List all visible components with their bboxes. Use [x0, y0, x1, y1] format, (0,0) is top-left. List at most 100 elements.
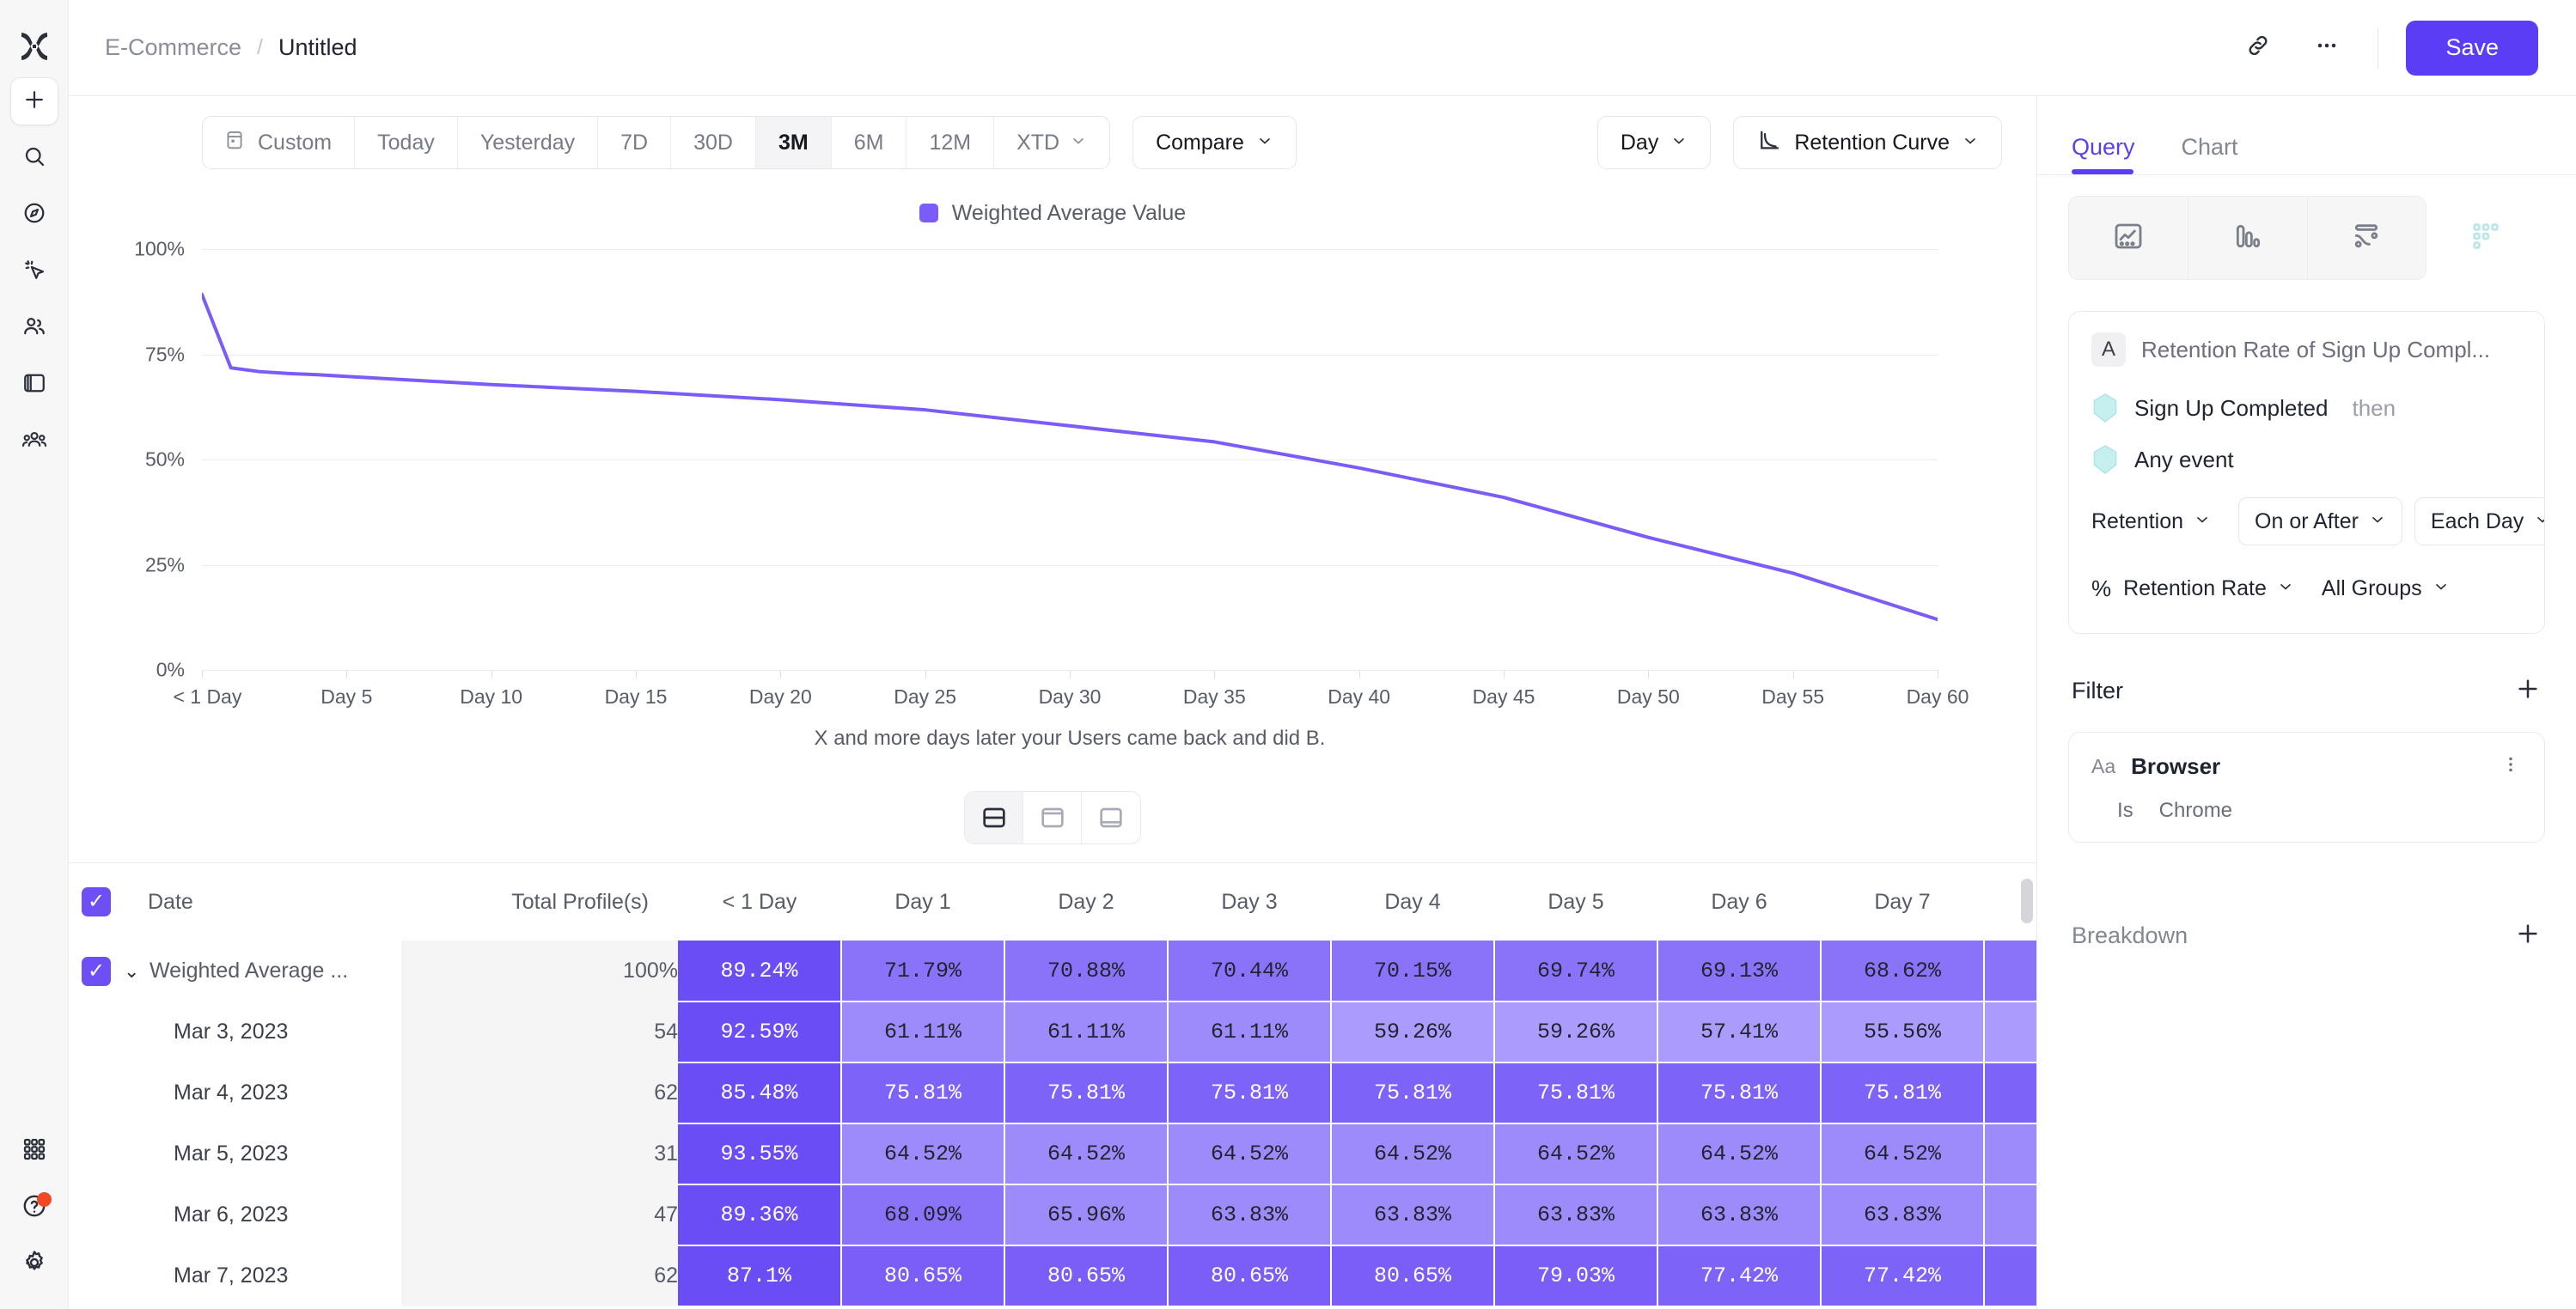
- range-xtd[interactable]: XTD: [994, 117, 1109, 168]
- kebab-icon[interactable]: [2500, 753, 2522, 780]
- cell-retention: 69.13%: [1657, 941, 1822, 1002]
- cell-retention: 75: [1984, 1245, 2036, 1307]
- x-axis-tick-mark: [636, 670, 637, 679]
- cell-retention: 89.36%: [678, 1184, 842, 1246]
- compare-button[interactable]: Compare: [1132, 116, 1297, 169]
- boards-button[interactable]: [10, 361, 58, 409]
- tab-query[interactable]: Query: [2072, 134, 2144, 174]
- chart-type-dropdown[interactable]: Retention Curve: [1733, 116, 2002, 169]
- apps-button[interactable]: [10, 1127, 58, 1175]
- range-12m[interactable]: 12M: [906, 117, 995, 168]
- page-title[interactable]: Untitled: [278, 34, 357, 60]
- calendar-icon: [223, 129, 246, 157]
- cell-retention: 70.44%: [1168, 941, 1332, 1002]
- granularity-dropdown[interactable]: Day: [1596, 116, 1712, 169]
- table-row[interactable]: Mar 5, 2023 31 93.55% 64.52% 64.52% 64.52% 64.…: [69, 1123, 2036, 1185]
- table-row[interactable]: Mar 6, 2023 47 89.36% 68.09% 65.96% 63.83% 63.…: [69, 1184, 2036, 1246]
- settings-button[interactable]: [10, 1240, 58, 1288]
- line-chart-button[interactable]: [2068, 196, 2188, 280]
- cell-retention: 64.52%: [1821, 1123, 1985, 1185]
- bar-chart-button[interactable]: [2187, 196, 2307, 280]
- row-select-cell: [69, 1184, 124, 1245]
- column-header-day[interactable]: Day 6: [1657, 863, 1821, 941]
- range-7d[interactable]: 7D: [598, 117, 672, 168]
- cell-retention: 63.83%: [1331, 1184, 1495, 1246]
- column-header-day[interactable]: Day 2: [1004, 863, 1168, 941]
- range-30d[interactable]: 30D: [671, 117, 756, 168]
- help-button[interactable]: [10, 1184, 58, 1232]
- table-view-toggle[interactable]: [1082, 792, 1140, 843]
- table-row[interactable]: Mar 7, 2023 62 87.1% 80.65% 80.65% 80.65% 80.6…: [69, 1245, 2036, 1307]
- flow-chart-button[interactable]: [2306, 196, 2427, 280]
- table-scrollbar[interactable]: [2021, 879, 2033, 923]
- select-all-checkbox[interactable]: ✓: [82, 887, 111, 916]
- cell-retention: 64.52%: [1168, 1123, 1332, 1185]
- column-header-day[interactable]: Day 5: [1494, 863, 1657, 941]
- cell-retention: 57.41%: [1657, 1002, 1822, 1063]
- top-bar-actions: Save: [2235, 20, 2538, 76]
- column-header-day[interactable]: Day 3: [1168, 863, 1331, 941]
- x-axis-tick-mark: [1358, 670, 1360, 679]
- table-row[interactable]: Mar 4, 2023 62 85.48% 75.81% 75.81% 75.81% 75.…: [69, 1062, 2036, 1124]
- add-breakdown-button[interactable]: [2514, 920, 2542, 952]
- more-visualizations-button[interactable]: [2426, 196, 2545, 280]
- query-title-row[interactable]: A Retention Rate of Sign Up Compl...: [2069, 312, 2544, 382]
- metric-dropdown[interactable]: Retention Rate: [2123, 564, 2310, 612]
- row-select-cell: [69, 1062, 124, 1123]
- filter-title: Filter: [2072, 677, 2123, 703]
- column-header-day[interactable]: Day 4: [1331, 863, 1494, 941]
- save-button[interactable]: Save: [2406, 20, 2538, 76]
- new-button[interactable]: [9, 77, 58, 125]
- row-select-cell: [69, 1002, 124, 1062]
- filter-property-row[interactable]: Aa Browser: [2069, 748, 2544, 785]
- retention-interval-dropdown[interactable]: Each Day: [2414, 497, 2544, 545]
- range-today[interactable]: Today: [355, 117, 458, 168]
- chart-view-toggle[interactable]: [1023, 792, 1082, 843]
- column-header-day[interactable]: < 1 Day: [678, 863, 841, 941]
- series-line: [202, 292, 1938, 622]
- add-filter-button[interactable]: [2514, 675, 2542, 707]
- row-checkbox[interactable]: ✓: [82, 956, 111, 986]
- retention-mode-dropdown[interactable]: Retention: [2091, 497, 2226, 545]
- x-axis-tick: Day 60: [1906, 685, 1969, 708]
- column-header-day[interactable]: Day 7: [1821, 863, 1984, 941]
- events-button[interactable]: [10, 247, 58, 295]
- share-link-button[interactable]: [2235, 25, 2281, 71]
- event-row-second[interactable]: Any event: [2069, 434, 2544, 485]
- range-yesterday[interactable]: Yesterday: [458, 117, 599, 168]
- range-6m[interactable]: 6M: [832, 117, 907, 168]
- retention-plot[interactable]: X and more days later your Users came ba…: [134, 238, 1969, 751]
- table-row[interactable]: ✓ ⌄ Weighted Average ... 100% 89.24% 71.79% 70…: [69, 941, 2036, 1002]
- column-header-day[interactable]: Day 1: [841, 863, 1004, 941]
- tab-chart[interactable]: Chart: [2181, 134, 2238, 160]
- app-logo[interactable]: [0, 15, 69, 77]
- retention-timing-dropdown[interactable]: On or After: [2238, 497, 2402, 545]
- search-button[interactable]: [10, 134, 58, 182]
- cell-retention: 55.56%: [1821, 1002, 1985, 1063]
- chevron-down-icon[interactable]: ⌄: [124, 960, 140, 982]
- users-icon: [21, 314, 47, 344]
- chevron-down-icon: [2194, 509, 2211, 534]
- column-header-total[interactable]: Total Profile(s): [400, 863, 678, 941]
- explore-button[interactable]: [10, 191, 58, 239]
- cohorts-button[interactable]: [10, 417, 58, 466]
- table-row[interactable]: Mar 3, 2023 54 92.59% 61.11% 61.11% 61.11% 59.…: [69, 1002, 2036, 1063]
- x-axis-tick: Day 15: [604, 685, 668, 708]
- event-row-first[interactable]: Sign Up Completed then: [2069, 382, 2544, 434]
- filter-value: Chrome: [2158, 799, 2233, 822]
- more-options-button[interactable]: [2304, 25, 2350, 71]
- filter-condition-row[interactable]: Is Chrome: [2069, 785, 2544, 823]
- range-custom-label: Custom: [258, 130, 333, 155]
- split-view-toggle[interactable]: [965, 792, 1023, 843]
- range-3m[interactable]: 3M: [755, 117, 832, 168]
- users-button[interactable]: [10, 304, 58, 352]
- legend-label[interactable]: Weighted Average Value: [951, 200, 1187, 225]
- cell-date: Mar 3, 2023: [174, 1020, 289, 1044]
- cell-retention: 63.83%: [1821, 1184, 1985, 1246]
- cell-retention: 70.88%: [1004, 941, 1169, 1002]
- breadcrumb-root[interactable]: E-Commerce: [105, 34, 242, 60]
- cell-retention: 77.42%: [1821, 1245, 1985, 1307]
- column-header-date[interactable]: Date: [124, 863, 401, 941]
- groups-dropdown[interactable]: All Groups: [2322, 564, 2465, 612]
- range-custom[interactable]: Custom: [203, 117, 356, 168]
